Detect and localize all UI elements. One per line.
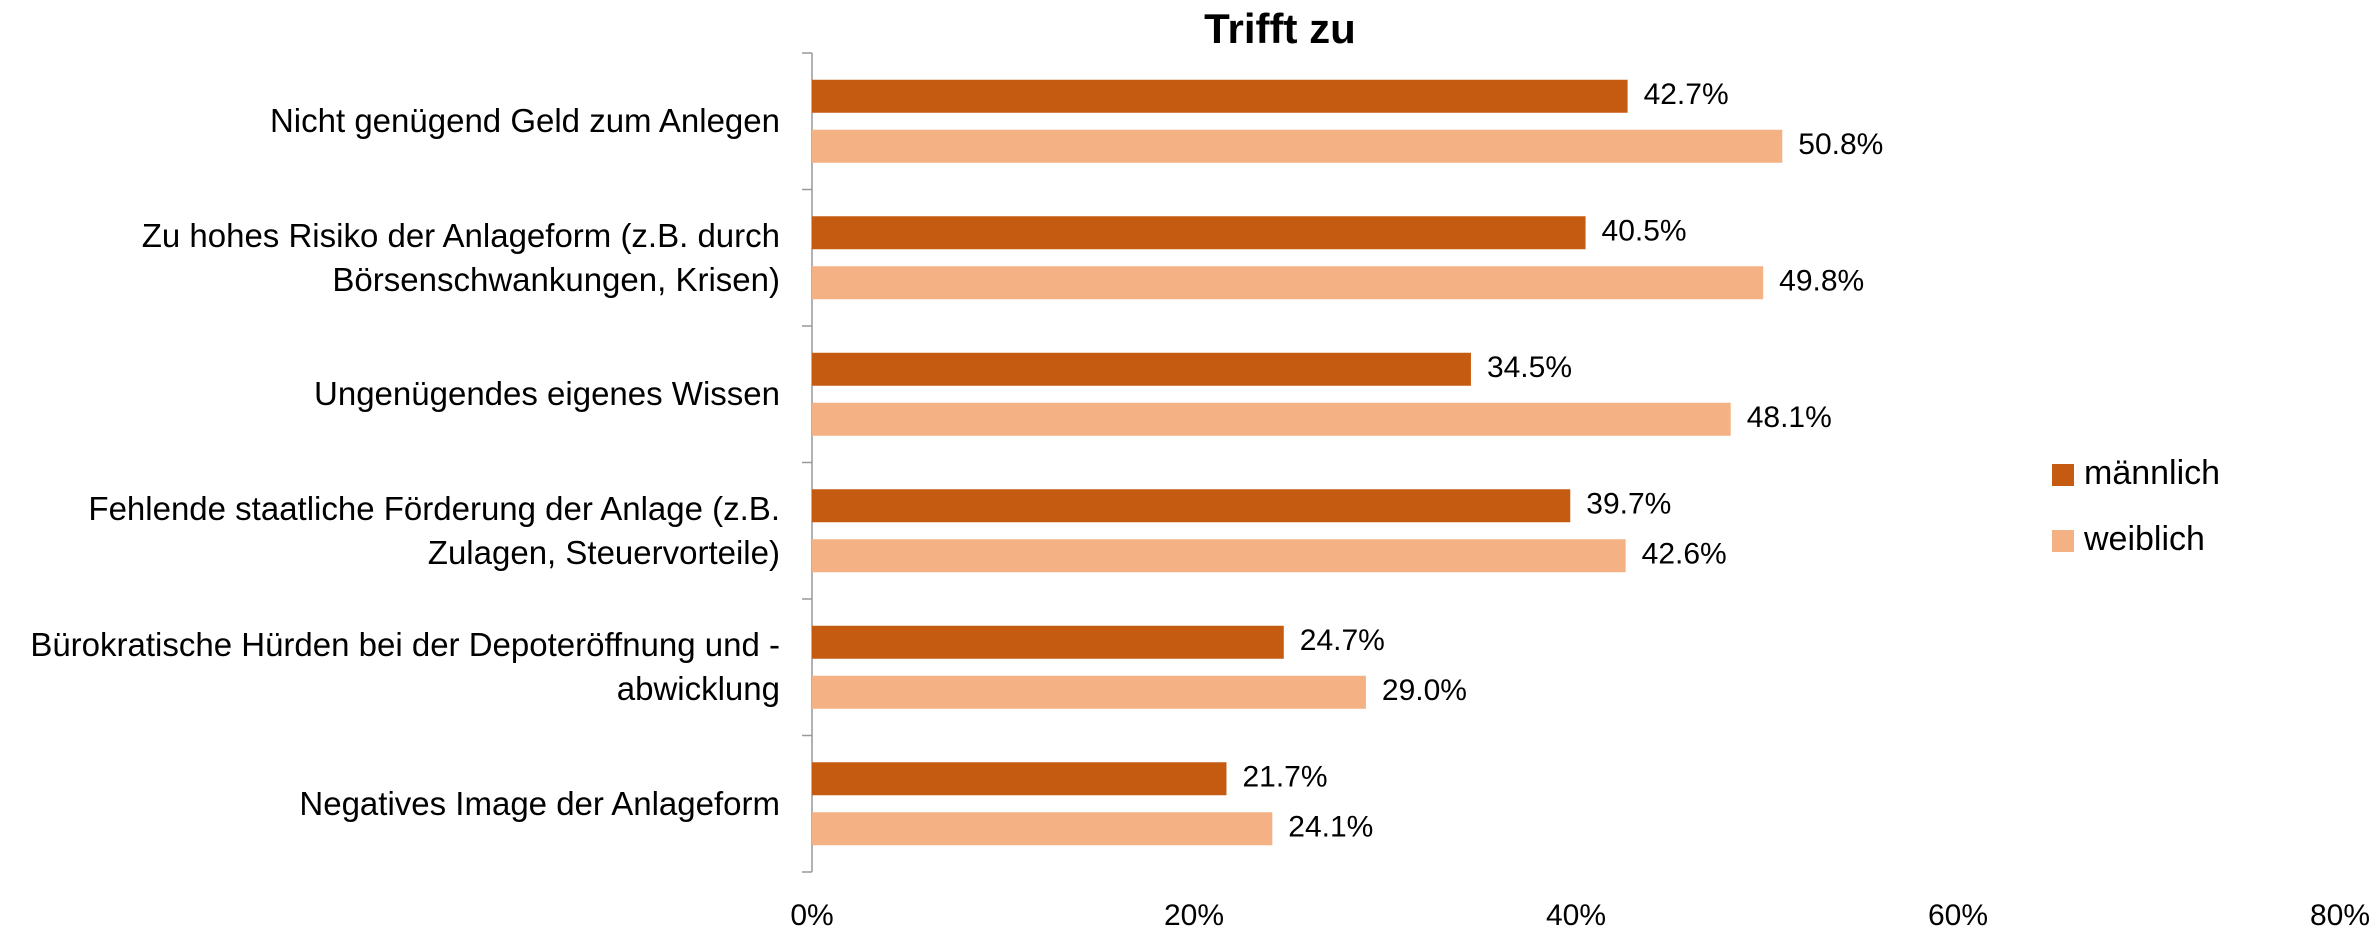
x-tick-label: 40% (1546, 899, 1606, 931)
category-label: Negatives Image der Anlageform (299, 784, 780, 822)
bar (812, 812, 1273, 846)
value-label: 42.6% (1642, 538, 1727, 571)
category-label: Nicht genügend Geld zum Anlegen (269, 102, 780, 140)
legend-swatch (2052, 530, 2074, 552)
value-label: 21.7% (1242, 761, 1327, 794)
bar (812, 79, 1628, 113)
bar (812, 539, 1626, 573)
chart-title: Trifft zu (1204, 5, 1356, 52)
x-tick-label: 20% (1164, 899, 1224, 931)
value-label: 24.7% (1300, 624, 1385, 657)
bar (812, 489, 1571, 523)
legend-label: männlich (2084, 454, 2220, 492)
category-label: Ungenügendes eigenes Wissen (314, 375, 780, 413)
value-label: 39.7% (1586, 488, 1671, 521)
bar (812, 216, 1586, 250)
value-label: 50.8% (1798, 128, 1883, 161)
bar (812, 625, 1284, 659)
legend-swatch (2052, 464, 2074, 486)
value-label: 24.1% (1288, 811, 1373, 844)
bar (812, 762, 1227, 796)
category-label: Fehlende staatliche Förderung der Anlage… (88, 489, 780, 571)
value-label: 49.8% (1779, 265, 1864, 298)
value-label: 42.7% (1644, 78, 1729, 111)
value-label: 29.0% (1382, 674, 1467, 707)
x-tick-label: 80% (2310, 899, 2370, 931)
value-label: 34.5% (1487, 351, 1572, 384)
x-tick-label: 60% (1928, 899, 1988, 931)
category-label: Bürokratische Hürden bei der Depoteröffn… (30, 626, 780, 708)
category-label: Zu hohes Risiko der Anlageform (z.B. dur… (141, 216, 780, 298)
bar (812, 675, 1366, 709)
x-tick-label: 0% (790, 899, 833, 931)
value-label: 40.5% (1602, 215, 1687, 248)
bar (812, 266, 1764, 300)
value-label: 48.1% (1747, 401, 1832, 434)
bar (812, 352, 1471, 386)
bar (812, 402, 1731, 436)
legend-label: weiblich (2083, 520, 2205, 558)
bar (812, 129, 1783, 163)
